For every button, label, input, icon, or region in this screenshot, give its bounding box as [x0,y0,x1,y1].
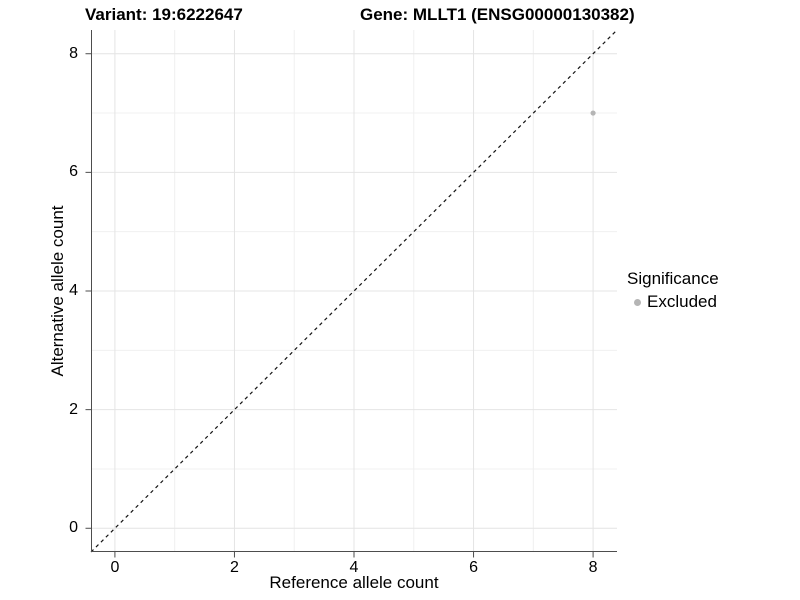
y-tick-label: 2 [69,400,78,418]
plot-canvas [85,29,618,558]
x-tick-label: 2 [230,559,239,576]
y-tick-label: 4 [69,282,78,299]
legend-entry-label: Excluded [647,292,717,311]
plot-panel [85,29,618,558]
x-axis-label: Reference allele count [269,573,439,592]
legend: Significance Excluded [627,269,719,312]
identity-line [90,29,618,553]
x-tick-label: 6 [469,559,478,576]
y-axis-label: Alternative allele count [48,205,67,377]
x-tick-label: 8 [588,559,598,576]
plot-title-variant: Variant: 19:6222647 [85,5,243,24]
x-tick-label: 4 [349,559,359,576]
x-tick-label: 0 [110,559,120,576]
plot-title-gene: Gene: MLLT1 (ENSG00000130382) [360,5,635,24]
legend-entry-excluded: Excluded [627,292,719,312]
y-tick-label: 0 [69,519,78,537]
legend-title: Significance [627,269,719,288]
y-tick-label: 8 [69,44,78,62]
y-tick-label: 6 [69,163,78,181]
data-point [590,110,596,116]
legend-point-icon [634,298,641,306]
